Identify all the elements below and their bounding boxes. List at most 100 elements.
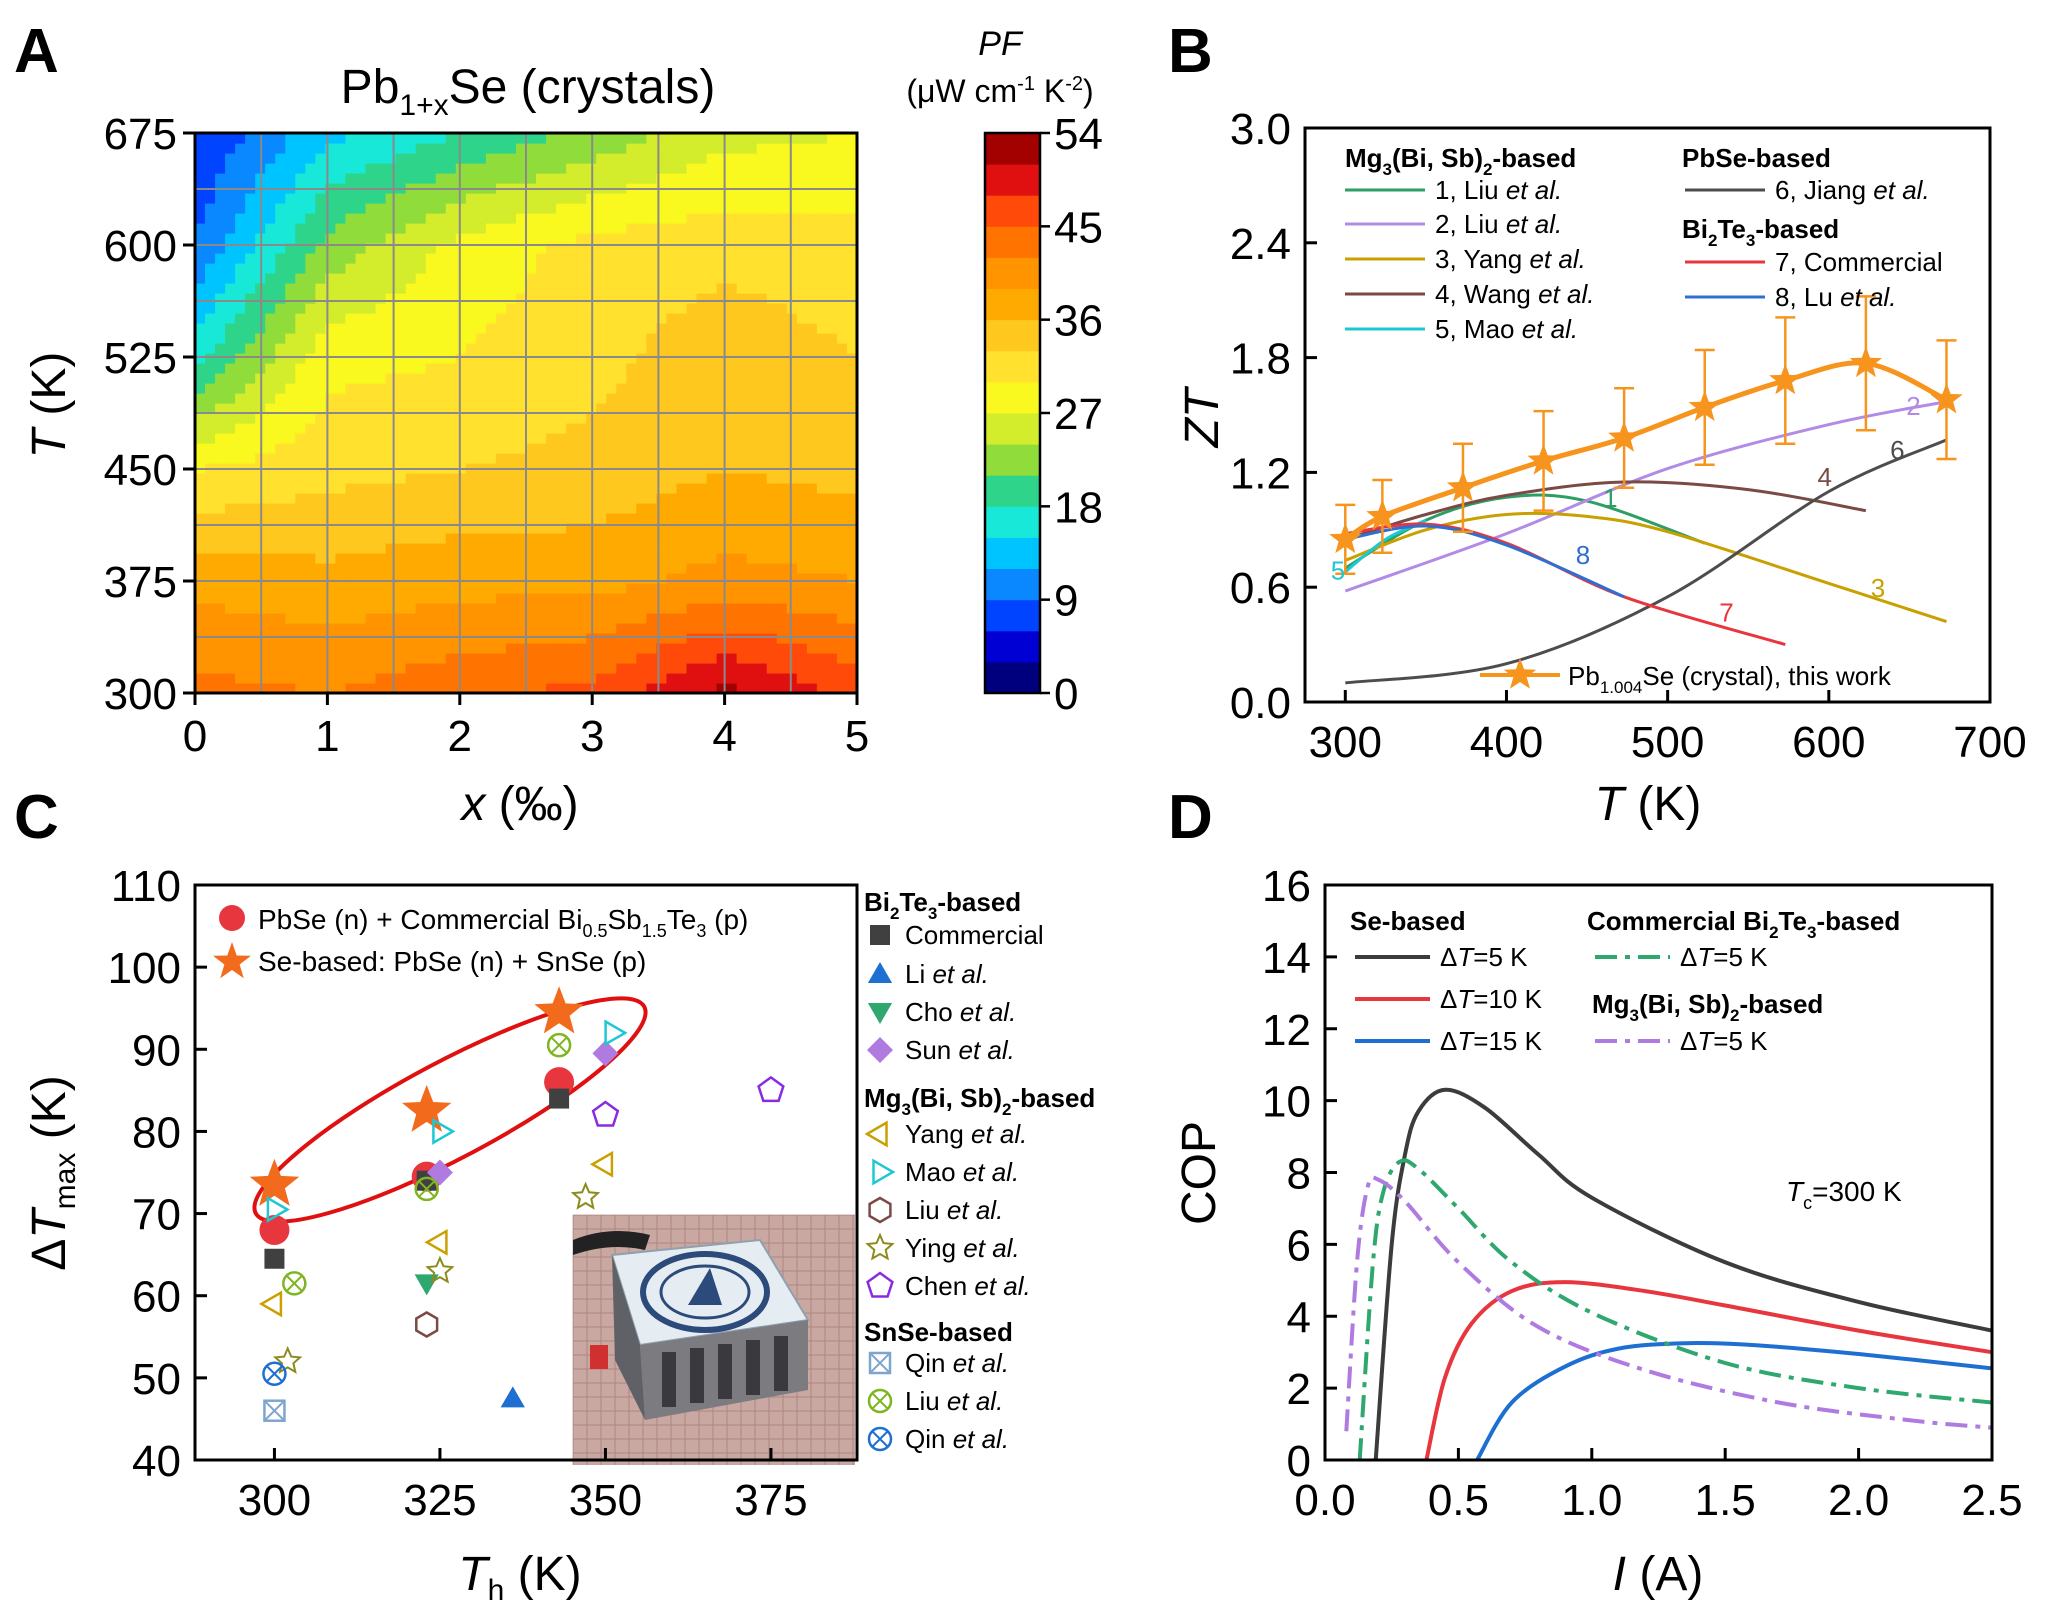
heatmap-cell <box>806 313 818 324</box>
heatmap-cell <box>385 583 397 594</box>
heatmap-cell <box>305 633 316 644</box>
heatmap-cell <box>495 333 507 344</box>
panel-a-title: Pb1+xSe (crystals) <box>341 61 716 122</box>
heatmap-cell <box>806 473 818 484</box>
heatmap-cell <box>536 233 547 244</box>
heatmap-cell <box>245 213 256 224</box>
heatmap-cell <box>666 413 678 424</box>
heatmap-cell <box>435 663 447 674</box>
heatmap-cell <box>826 483 838 494</box>
heatmap-cell <box>836 243 848 254</box>
y-tick-label: 2 <box>1287 1365 1311 1414</box>
legend-c-marker <box>867 962 893 983</box>
heatmap-cell <box>716 363 728 374</box>
heatmap-cell <box>716 623 728 634</box>
heatmap-cell <box>606 283 617 294</box>
heatmap-cell <box>616 383 627 394</box>
heatmap-cell <box>245 443 256 454</box>
heatmap-cell <box>505 593 517 604</box>
heatmap-cell <box>726 393 738 404</box>
data-point <box>592 1040 619 1067</box>
heatmap-cell <box>385 133 397 144</box>
heatmap-cell <box>425 653 437 664</box>
heatmap-cell <box>325 413 337 424</box>
heatmap-cell <box>816 393 828 404</box>
heatmap-cell <box>195 153 206 164</box>
heatmap-cell <box>626 603 637 614</box>
heatmap-cell <box>325 303 337 314</box>
data-point <box>258 1290 283 1318</box>
heatmap-cell <box>726 193 738 204</box>
heatmap-cell <box>536 593 547 604</box>
series-line-4 <box>1344 480 1867 541</box>
heatmap-cell <box>235 563 246 574</box>
x-tick-label: 0.5 <box>1428 1476 1489 1525</box>
heatmap-cell <box>215 253 226 264</box>
heatmap-cell <box>225 143 236 154</box>
heatmap-cell <box>756 293 768 304</box>
heatmap-cell <box>656 273 668 284</box>
heatmap-cell <box>485 653 497 664</box>
heatmap-cell <box>475 193 487 204</box>
heatmap-cell <box>716 453 728 464</box>
colorbar-tick-label: 54 <box>1054 110 1103 159</box>
heatmap-cell <box>415 483 427 494</box>
x-tick-label: 500 <box>1631 718 1704 767</box>
heatmap-cell <box>295 473 306 484</box>
heatmap-cell <box>636 633 647 644</box>
heatmap-cell <box>696 143 708 154</box>
heatmap-cell <box>445 263 457 274</box>
heatmap-cell <box>526 313 537 324</box>
heatmap-cell <box>846 383 858 394</box>
star-marker <box>1930 382 1963 414</box>
heatmap-cell <box>816 313 828 324</box>
heatmap-cell <box>325 143 337 154</box>
heatmap-cell <box>495 663 507 674</box>
heatmap-cell <box>836 283 848 294</box>
heatmap-cell <box>315 563 326 574</box>
heatmap-cell <box>546 293 557 304</box>
heatmap-cell <box>475 253 487 264</box>
heatmap-cell <box>576 263 587 274</box>
heatmap-cell <box>826 273 838 284</box>
heatmap-cell <box>415 593 427 604</box>
heatmap-cell <box>556 343 567 354</box>
heatmap-cell <box>475 643 487 654</box>
heatmap-cell <box>846 133 858 144</box>
heatmap-cell <box>846 603 858 614</box>
heatmap-cell <box>495 353 507 364</box>
heatmap-cell <box>265 683 276 694</box>
heatmap-cell <box>475 343 487 354</box>
heatmap-cell <box>766 473 778 484</box>
heatmap-cell <box>616 233 627 244</box>
heatmap-cell <box>576 373 587 384</box>
heatmap-cell <box>465 563 477 574</box>
heatmap-cell <box>505 143 517 154</box>
heatmap-cell <box>566 173 577 184</box>
heatmap-cell <box>265 323 276 334</box>
heatmap-cell <box>355 193 367 204</box>
heatmap-cell <box>656 373 668 384</box>
heatmap-cell <box>846 483 858 494</box>
heatmap-cell <box>726 563 738 574</box>
heatmap-cell <box>495 273 507 284</box>
heatmap-cell <box>676 253 688 264</box>
heatmap-cell <box>495 503 507 514</box>
heatmap-cell <box>295 193 306 204</box>
heatmap-cell <box>345 133 357 144</box>
heatmap-cell <box>195 203 206 214</box>
heatmap-cell <box>756 233 768 244</box>
heatmap-cell <box>415 393 427 404</box>
heatmap-cell <box>566 633 577 644</box>
heatmap-cell <box>455 433 467 444</box>
heatmap-cell <box>706 173 718 184</box>
heatmap-cell <box>405 583 417 594</box>
heatmap-cell <box>495 243 507 254</box>
heatmap-cell <box>696 613 708 624</box>
heatmap-cell <box>816 213 828 224</box>
heatmap-cell <box>475 553 487 564</box>
heatmap-cell <box>235 433 246 444</box>
heatmap-cell <box>405 633 417 644</box>
heatmap-cell <box>275 593 286 604</box>
heatmap-cell <box>686 333 698 344</box>
